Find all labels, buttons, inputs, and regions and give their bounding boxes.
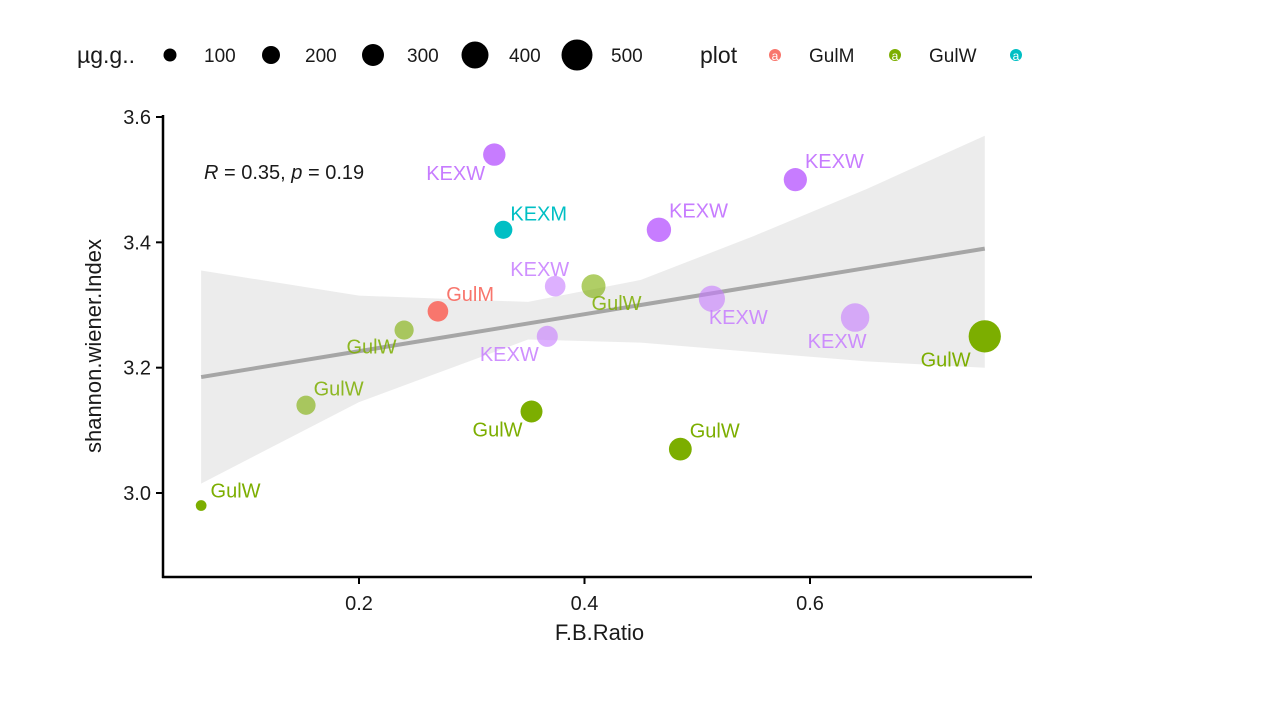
y-tick-label: 3.4 <box>123 232 151 254</box>
confidence-band <box>201 135 985 484</box>
point-label: KEXM <box>510 204 567 226</box>
data-point <box>668 437 692 461</box>
size-legend-key <box>163 48 177 62</box>
correlation-annotation: R = 0.35, p = 0.19 <box>204 162 364 184</box>
data-point <box>520 400 543 423</box>
point-label: GulW <box>347 337 397 359</box>
stat-annotation-layer: R = 0.35, p = 0.19 <box>204 162 364 184</box>
x-tick-label: 0.4 <box>571 593 599 615</box>
p-value: = 0.19 <box>302 162 364 184</box>
x-axis-title: F.B.Ratio <box>555 620 644 645</box>
data-point <box>968 320 1001 353</box>
point-label: GulW <box>314 379 364 401</box>
data-point <box>394 320 414 340</box>
point-label: GulW <box>473 420 523 442</box>
data-point <box>783 168 807 192</box>
point-label: GulM <box>446 284 494 306</box>
data-point <box>296 395 316 415</box>
data-point <box>427 300 449 322</box>
data-point <box>544 275 566 297</box>
y-tick-label: 3.6 <box>123 107 151 129</box>
size-legend-label: 100 <box>204 46 236 67</box>
color-legend-key <box>1010 49 1022 61</box>
size-legend-key <box>461 41 489 69</box>
color-legend-glyph: a <box>772 49 779 63</box>
size-legend-key <box>262 46 280 64</box>
point-label: KEXW <box>480 344 539 366</box>
confidence-band-layer <box>201 135 985 484</box>
regression-line <box>200 246 986 380</box>
color-legend-glyph: a <box>1013 49 1020 63</box>
data-point <box>698 285 725 312</box>
size-legend-key <box>561 39 593 71</box>
color-legend-key <box>889 49 901 61</box>
point-label: GulW <box>921 349 971 371</box>
size-legend-label: 300 <box>407 46 439 67</box>
data-point <box>494 220 513 239</box>
y-tick-label: 3.2 <box>123 358 151 380</box>
data-point <box>646 217 672 242</box>
point-label: KEXW <box>808 331 867 353</box>
point-label: KEXW <box>709 307 768 329</box>
axes-layer: 3.0 3.2 3.4 3.6 0.2 0.4 0.6 F.B.Ratio shannon.wi… <box>81 107 1032 645</box>
r-symbol: R <box>204 162 218 184</box>
size-legend-label: 400 <box>509 46 541 67</box>
point-label: GulW <box>592 293 642 315</box>
color-legend-key <box>769 49 781 61</box>
data-point <box>483 143 506 166</box>
color-legend-label: GulM <box>809 46 854 67</box>
data-point <box>195 500 207 511</box>
data-point <box>581 274 606 299</box>
legend: µg.g.. 100 200 300 400 500 plot a GulM a GulW a <box>77 39 1022 71</box>
color-legend-glyph: a <box>892 49 899 63</box>
r-value: = 0.35, <box>218 162 291 184</box>
regression-line-layer <box>200 246 986 380</box>
point-label: KEXW <box>426 163 485 185</box>
data-point <box>840 303 870 332</box>
size-legend-key <box>362 44 384 66</box>
point-labels-layer: GulW GulW GulW GulM KEXW KEXM GulW KEXW KEXW GulW… <box>211 151 971 502</box>
y-tick-label: 3.0 <box>123 483 151 505</box>
p-symbol: p <box>290 162 302 184</box>
data-point <box>536 325 558 347</box>
x-tick-label: 0.2 <box>345 593 373 615</box>
size-legend-label: 200 <box>305 46 337 67</box>
point-label: KEXW <box>805 151 864 173</box>
point-label: KEXW <box>510 259 569 281</box>
points-layer <box>195 143 1001 511</box>
point-label: GulW <box>690 421 740 443</box>
y-axis-title: shannon.wiener.Index <box>81 239 106 453</box>
color-legend-label: GulW <box>929 46 977 67</box>
x-tick-label: 0.6 <box>796 593 824 615</box>
point-label: KEXW <box>669 201 728 223</box>
size-legend-title: µg.g.. <box>77 42 135 68</box>
size-legend-label: 500 <box>611 46 643 67</box>
point-label: GulW <box>211 481 261 503</box>
color-legend-title: plot <box>700 42 738 68</box>
